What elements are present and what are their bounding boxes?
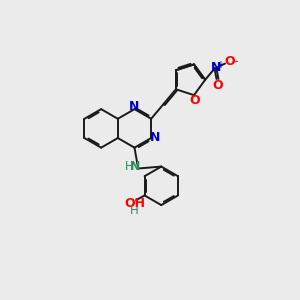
- Text: H: H: [130, 204, 139, 217]
- Text: N: N: [150, 131, 160, 144]
- Text: N: N: [211, 61, 221, 74]
- Text: O: O: [225, 55, 235, 68]
- Text: N: N: [129, 100, 140, 112]
- Text: O: O: [189, 94, 200, 107]
- Text: N: N: [130, 160, 141, 173]
- Text: H: H: [125, 160, 134, 173]
- Text: O: O: [212, 79, 223, 92]
- Text: +: +: [216, 60, 224, 70]
- Text: -: -: [233, 55, 238, 68]
- Text: OH: OH: [124, 197, 145, 210]
